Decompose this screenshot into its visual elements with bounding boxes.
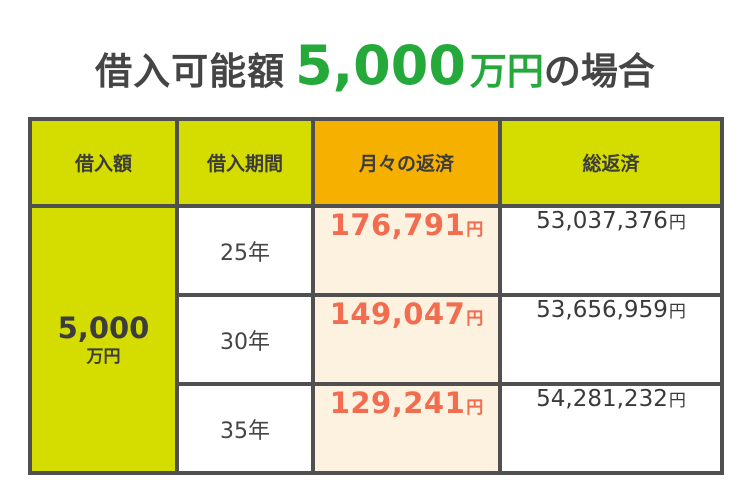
row-3-total: 54,281,232 円: [502, 386, 720, 471]
total-value: 53,656,959: [536, 297, 668, 323]
row-1-monthly: 176,791 円: [315, 208, 498, 293]
row-2-total: 53,656,959 円: [502, 297, 720, 382]
yen-unit: 円: [668, 213, 686, 233]
yen-unit: 円: [466, 309, 484, 329]
yen-unit: 円: [466, 220, 484, 240]
loan-amount-unit: 万円: [86, 346, 121, 367]
row-2-term: 30年: [179, 297, 311, 382]
header-monthly-payment: 月々の返済: [315, 121, 498, 204]
monthly-value: 149,047: [329, 297, 466, 331]
total-value: 53,037,376: [536, 208, 668, 234]
title-prefix: 借入可能額: [95, 50, 286, 93]
monthly-value: 176,791: [329, 208, 466, 242]
loan-amount-value: 5,000: [57, 310, 150, 345]
header-loan-term: 借入期間: [179, 121, 311, 204]
row-1-total: 53,037,376 円: [502, 208, 720, 293]
repayment-table: 借入額 借入期間 月々の返済 総返済 5,000 万円 25年 176,791 …: [28, 117, 724, 475]
title-suffix: の場合: [543, 50, 655, 93]
page-title: 借入可能額 5,000 万円 の場合: [0, 34, 750, 100]
title-amount: 5,000: [295, 34, 466, 97]
yen-unit: 円: [668, 302, 686, 322]
monthly-value: 129,241: [329, 386, 466, 420]
header-loan-amount: 借入額: [32, 121, 175, 204]
row-3-monthly: 129,241 円: [315, 386, 498, 471]
row-1-term: 25年: [179, 208, 311, 293]
total-value: 54,281,232: [536, 386, 668, 412]
row-2-monthly: 149,047 円: [315, 297, 498, 382]
loan-amount-cell: 5,000 万円: [32, 208, 175, 471]
row-3-term: 35年: [179, 386, 311, 471]
yen-unit: 円: [466, 398, 484, 418]
header-total-payment: 総返済: [502, 121, 720, 204]
yen-unit: 円: [668, 391, 686, 411]
title-unit: 万円: [469, 50, 544, 93]
